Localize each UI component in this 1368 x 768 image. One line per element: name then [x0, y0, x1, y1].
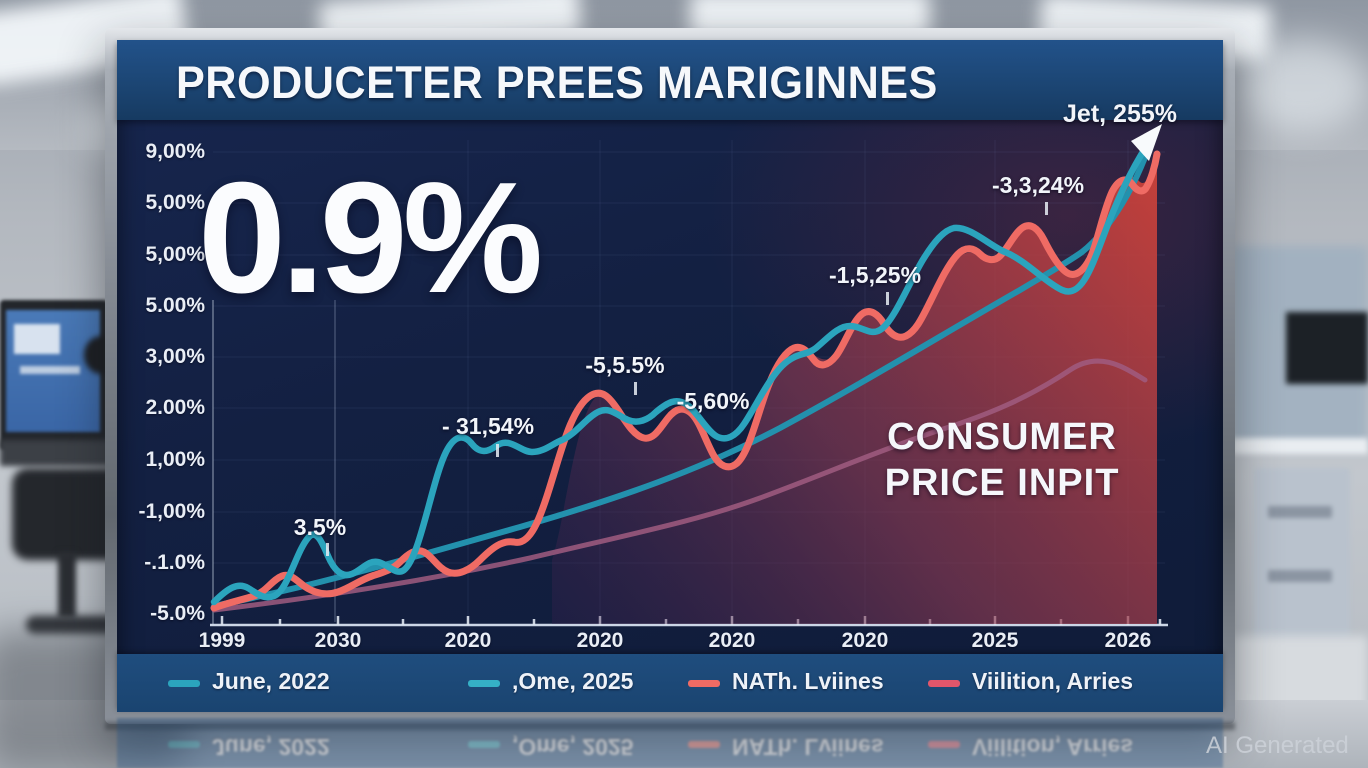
consumer-price-line1: CONSUMER	[887, 416, 1117, 458]
x-tick-label: 2020	[708, 629, 756, 652]
annotation-tick	[1045, 202, 1048, 215]
background-monitor-screen	[6, 310, 100, 432]
title-band	[117, 40, 1223, 120]
y-tick-label: 5,00%	[145, 191, 205, 214]
consumer-price-line2: PRICE INPIT	[884, 462, 1120, 505]
office-chair-stem	[58, 552, 76, 618]
legend-label-reflection: Viilition, Arries	[972, 734, 1134, 760]
legend-reflection: June, 2022 ,Ome, 2025 NATh. Lviines Viil…	[117, 718, 1223, 768]
drawer-cabinet	[1254, 468, 1350, 642]
x-tick-label: 1999	[198, 629, 246, 652]
y-tick-label: 5,00%	[145, 243, 205, 266]
annotation-label: - 31,54%	[441, 413, 535, 439]
peak-annotation-label: Jet, 255%	[1063, 100, 1177, 128]
series-wiggly-teal	[214, 144, 1148, 602]
frame-reflection	[105, 722, 1235, 730]
legend-label: Viilition, Arries	[972, 668, 1134, 694]
annotation-tick	[326, 543, 329, 556]
legend-bar: June, 2022 ,Ome, 2025 NATh. Lviines Viil…	[117, 654, 1223, 712]
x-tick-label: 2025	[971, 629, 1019, 652]
legend-label: ,Ome, 2025	[512, 668, 634, 694]
series-smooth-muted	[214, 361, 1145, 610]
y-tick-label: 1,00%	[145, 448, 205, 471]
annotation-tick	[634, 382, 637, 395]
legend-dash-icon	[688, 741, 720, 748]
background-window	[14, 324, 60, 354]
series-wiggly-salmon	[214, 154, 1157, 608]
x-tick-label: 2026	[1104, 629, 1152, 652]
y-tick-label: 2.00%	[145, 396, 205, 419]
y-tick-label: 5.00%	[145, 294, 205, 317]
office-chair-base	[26, 616, 122, 634]
background-window	[20, 366, 80, 374]
headline-value: 0.9%	[198, 150, 543, 326]
legend-label-reflection: June, 2022	[212, 734, 330, 760]
y-tick-label: -.1.0%	[144, 551, 205, 574]
y-tick-label: 3,00%	[145, 345, 205, 368]
peak-arrow-icon	[1131, 124, 1162, 161]
series-smooth-teal	[214, 144, 1150, 606]
chart-title: PRODUCETER PREES MARIGINNES	[176, 57, 938, 108]
light-glow	[1238, 40, 1368, 132]
legend-label: June, 2022	[212, 668, 330, 694]
legend-label-reflection: ,Ome, 2025	[512, 734, 634, 760]
background-monitor	[0, 300, 108, 450]
legend-label: NATh. Lviines	[732, 668, 884, 694]
y-tick-label: 9,00%	[145, 140, 205, 163]
x-tick-label: 2020	[576, 629, 624, 652]
drawer-handle	[1268, 570, 1332, 582]
ai-generated-watermark: AI Generated	[1206, 732, 1349, 759]
y-tick-label: -5.0%	[150, 602, 205, 625]
x-tick-label: 2030	[314, 629, 362, 652]
legend-dash-icon	[468, 680, 500, 687]
annotation-label: -5,60%	[676, 388, 750, 414]
annotation-label: 3.5%	[293, 514, 347, 540]
annotation-label: -1,5,25%	[828, 262, 922, 288]
x-tick-label: 2020	[444, 629, 492, 652]
legend-dash-icon	[928, 680, 960, 687]
background-monitor-right	[1286, 312, 1368, 384]
desk-right	[1232, 438, 1368, 454]
legend-reflection-band: June, 2022 ,Ome, 2025 NATh. Lviines Viil…	[117, 718, 1223, 768]
annotation-label: -3,3,24%	[991, 172, 1085, 198]
annotation-tick	[886, 292, 889, 305]
x-tick-label: 2020	[841, 629, 889, 652]
legend-dash-icon	[928, 741, 960, 748]
legend-label-reflection: NATh. Lviines	[732, 734, 884, 760]
consumer-price-label: CONSUMER PRICE INPIT	[862, 414, 1142, 507]
legend-dash-icon	[688, 680, 720, 687]
annotation-label: -5,5.5%	[585, 352, 665, 378]
y-tick-label: -1,00%	[138, 500, 205, 523]
legend-dash-icon	[168, 680, 200, 687]
legend-dash-icon	[168, 741, 200, 748]
annotation-tick	[496, 444, 499, 457]
legend-dash-icon	[468, 741, 500, 748]
drawer-handle	[1268, 506, 1332, 518]
